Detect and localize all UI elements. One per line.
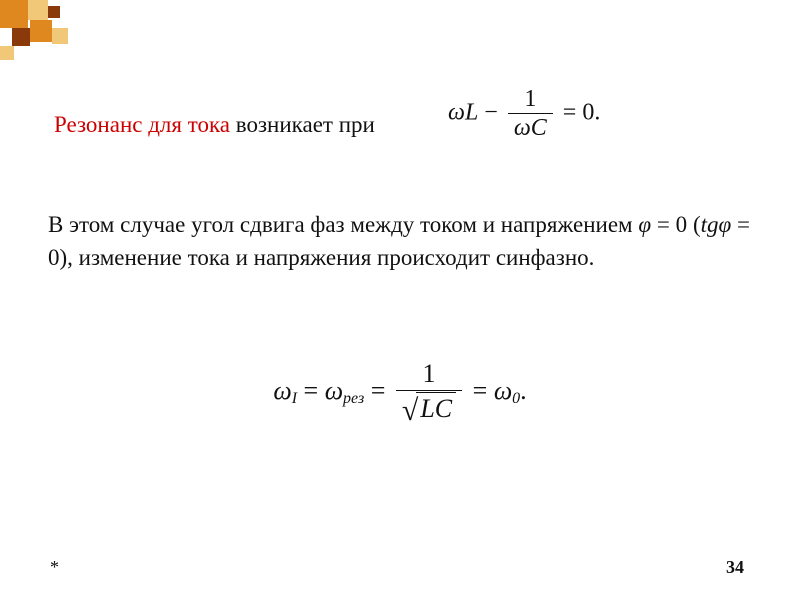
eq2-w3: ω [494, 376, 512, 405]
body-paragraph: В этом случае угол сдвига фаз между токо… [48, 208, 750, 275]
eq2-eq2: = [364, 376, 392, 405]
slide-container: Резонанс для тока возникает при ωL − 1ωC… [0, 0, 800, 600]
body-tg: tg [701, 212, 719, 237]
page-number: 34 [726, 557, 744, 578]
eq1-frac-num: 1 [508, 86, 553, 114]
body-phi1: φ [638, 212, 651, 237]
eq1-frac-den: ωC [508, 114, 553, 141]
eq2-fraction: 1√LC [396, 360, 462, 426]
corner-decoration [0, 0, 90, 70]
heading-red: Резонанс для тока [54, 112, 230, 137]
eq1-minus: − [478, 99, 504, 125]
eq2-eq1: = [297, 376, 325, 405]
equation-1: ωL − 1ωC = 0. [448, 86, 708, 142]
body-b: = 0 ( [651, 212, 701, 237]
body-phi2: φ [719, 212, 732, 237]
body-a: В этом случае угол сдвига фаз между токо… [48, 212, 638, 237]
eq2-sub3: 0 [512, 390, 520, 407]
eq1-fraction: 1ωC [508, 86, 553, 142]
footer-star: * [50, 557, 59, 578]
eq2-sqrt: √LC [402, 392, 456, 426]
heading-rest: возникает при [230, 112, 375, 137]
eq2-dot: . [520, 376, 527, 405]
eq2-frac-num: 1 [396, 360, 462, 391]
eq2-sub2: рез [343, 390, 364, 407]
eq2-eq3: = [466, 376, 494, 405]
equation-2: ωI = ωрез = 1√LC = ω0. [0, 360, 800, 426]
eq2-frac-den: √LC [396, 391, 462, 426]
eq1-rhs: = 0. [557, 99, 601, 125]
eq2-w1: ω [273, 376, 291, 405]
eq2-w2: ω [325, 376, 343, 405]
eq2-radicand: LC [416, 392, 456, 424]
eq1-lhs: ωL [448, 99, 478, 125]
